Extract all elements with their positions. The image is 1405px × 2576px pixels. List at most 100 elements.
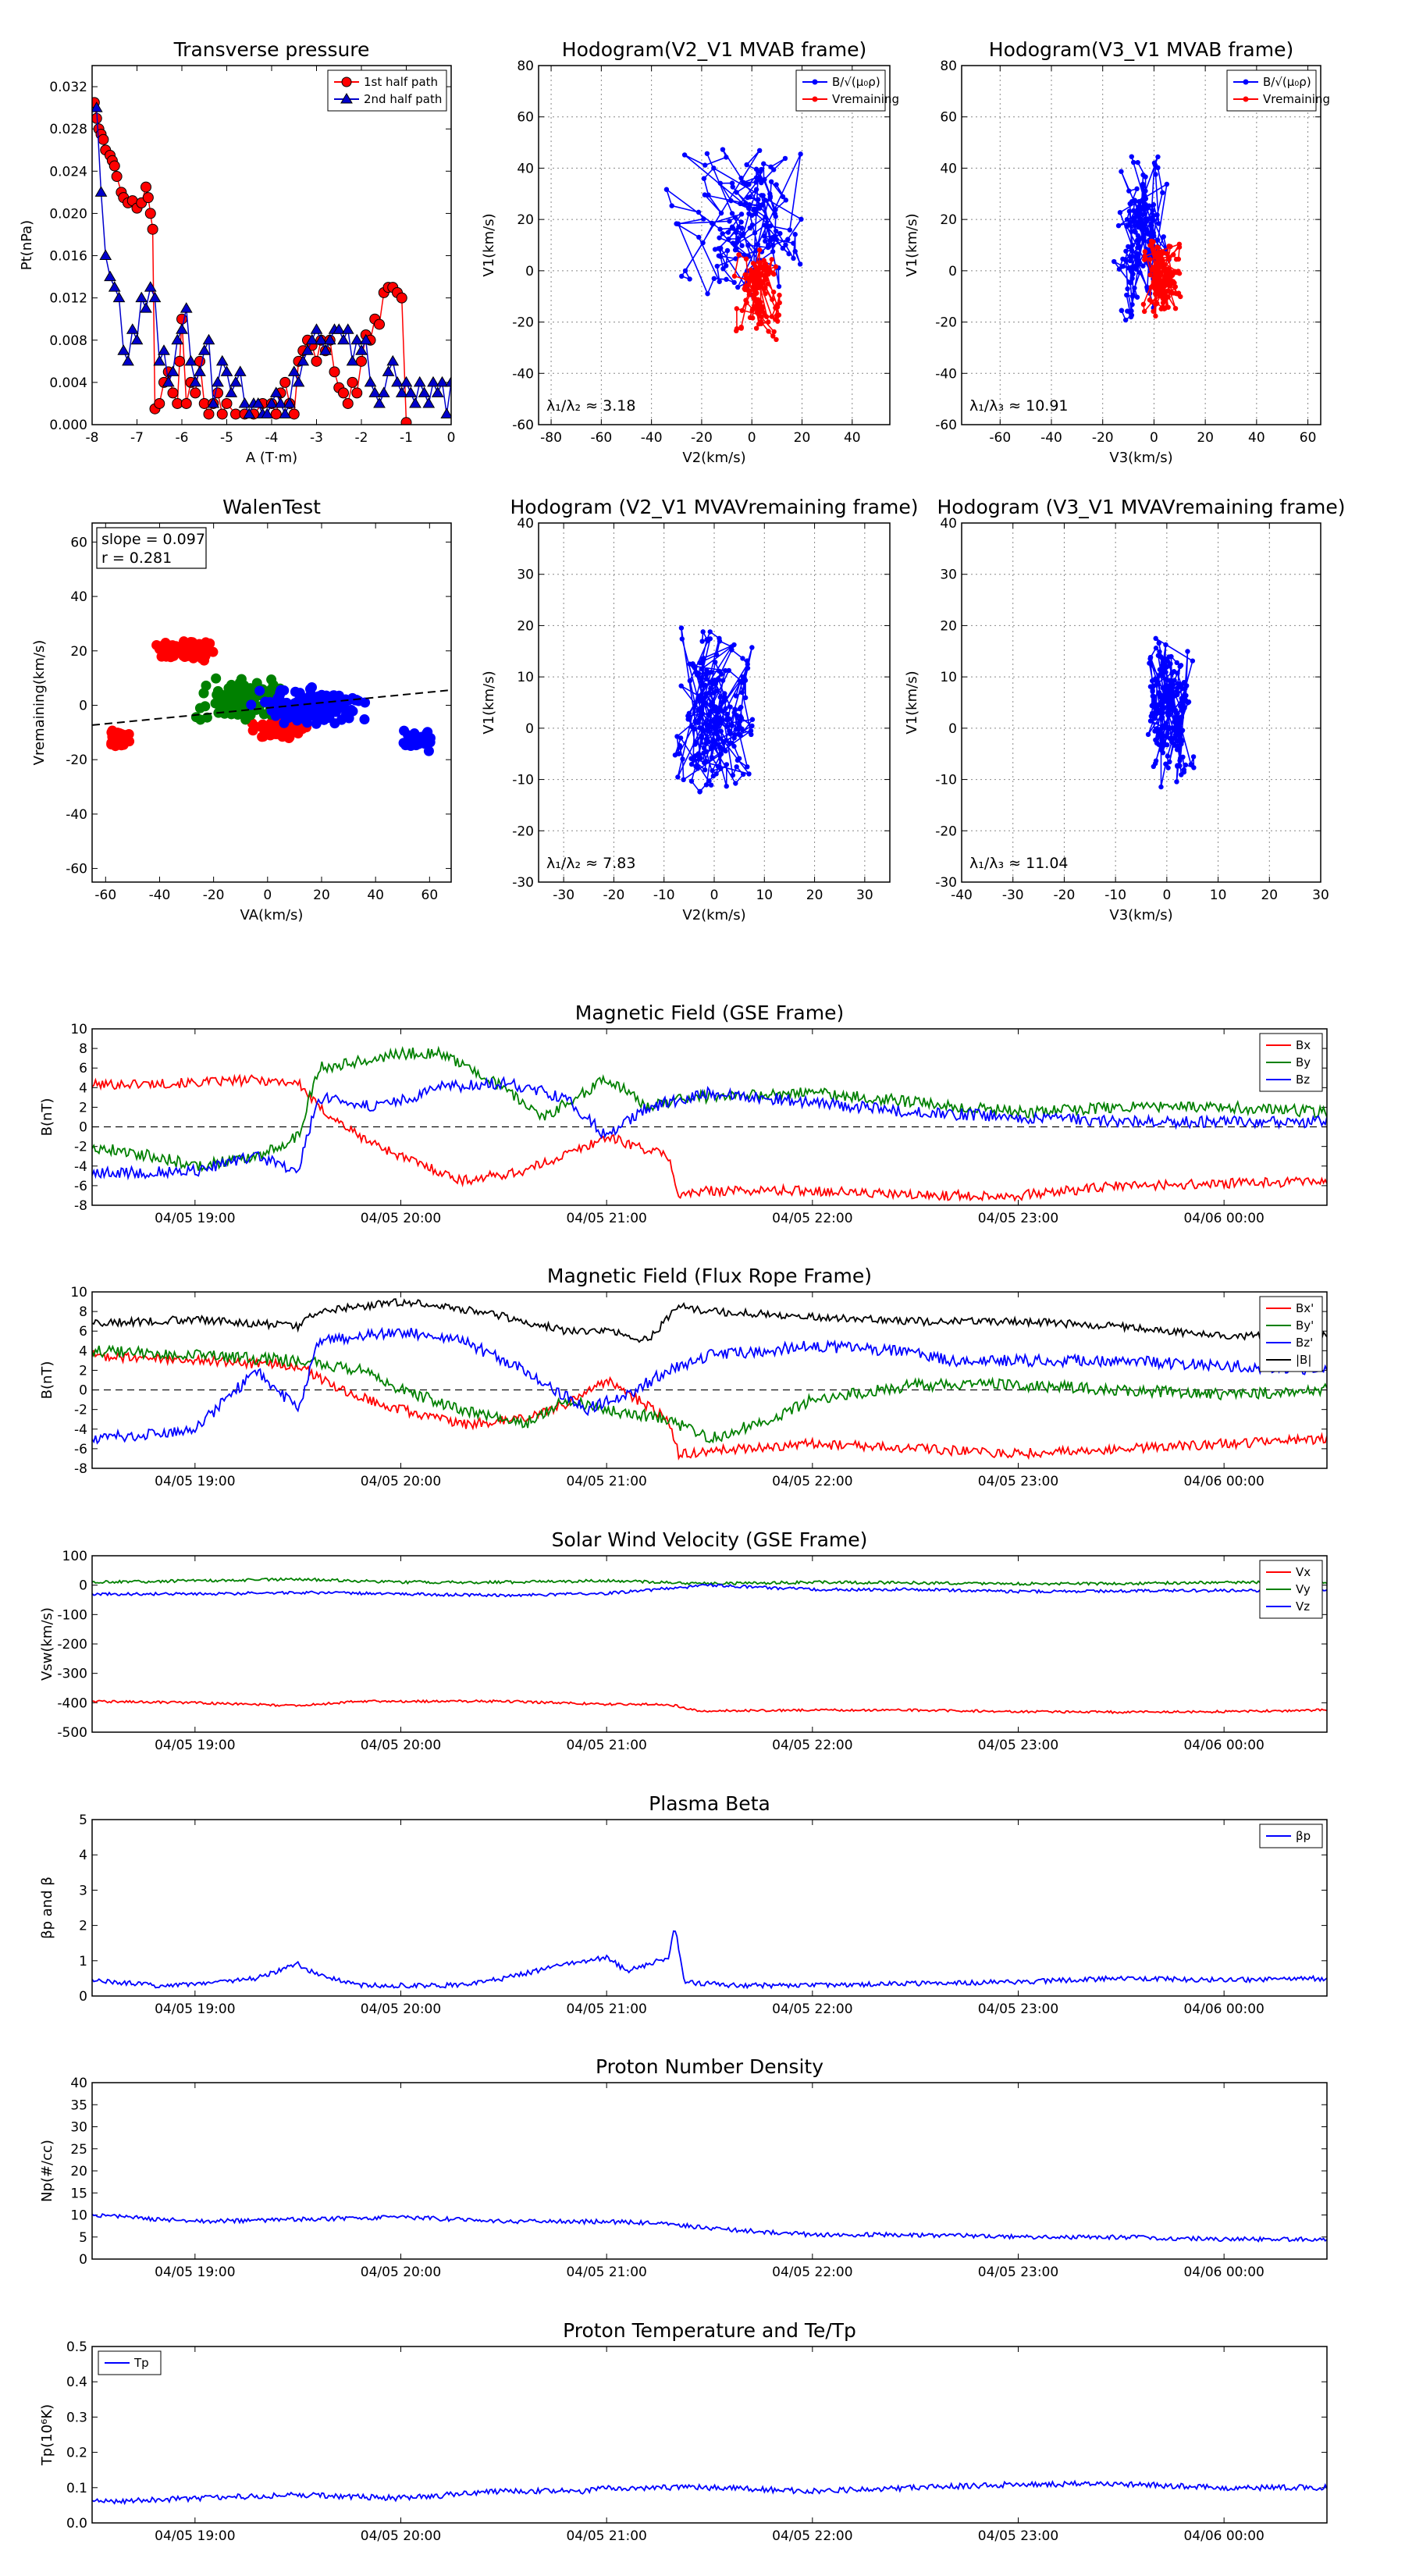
- data-point: [709, 220, 715, 226]
- data-point: [742, 695, 749, 700]
- data-point: [1151, 248, 1157, 254]
- x-tick-label: 04/06 00:00: [1183, 2528, 1264, 2544]
- data-point: [301, 344, 314, 355]
- data-point: [706, 778, 712, 784]
- data-point: [1111, 258, 1117, 265]
- data-point: [153, 354, 166, 366]
- y-tick-label: 0.5: [66, 2339, 87, 2355]
- data-point: [1129, 154, 1134, 159]
- y-tick-label: 20: [70, 644, 87, 660]
- x-tick-label: -60: [590, 430, 612, 446]
- data-point: [1148, 222, 1154, 229]
- plot-area: [92, 2213, 1327, 2243]
- data-point: [207, 397, 220, 408]
- data-point: [1168, 270, 1175, 276]
- x-tick-label: 04/06 00:00: [1183, 2265, 1264, 2280]
- data-point: [201, 712, 212, 723]
- data-point: [713, 771, 719, 777]
- y-tick-label: 8: [79, 1041, 87, 1057]
- plot-area: [672, 625, 756, 795]
- y-tick-label: -20: [512, 824, 534, 839]
- y-tick-label: 2: [79, 1100, 87, 1115]
- data-point: [1154, 703, 1160, 709]
- data-point: [405, 735, 416, 745]
- data-point: [692, 742, 698, 747]
- data-point: [701, 728, 707, 734]
- y-tick-label: -20: [66, 753, 87, 768]
- series-line: [96, 108, 451, 416]
- chart-title: Proton Number Density: [596, 2055, 823, 2078]
- y-tick-label: -500: [57, 1725, 87, 1741]
- data-point: [1149, 267, 1154, 273]
- data-point: [251, 397, 265, 408]
- plot-frame: [91, 1291, 1328, 1469]
- data-point: [1124, 292, 1129, 298]
- data-point: [1151, 699, 1157, 704]
- data-point: [663, 187, 670, 192]
- chart-title: Hodogram (V3_V1 MVAVremaining frame): [937, 496, 1346, 518]
- data-point: [754, 285, 759, 290]
- data-point: [749, 272, 754, 279]
- data-point: [743, 182, 749, 188]
- data-point: [395, 386, 408, 397]
- data-point: [734, 190, 739, 195]
- x-tick-label: -8: [86, 430, 99, 446]
- data-point: [212, 375, 224, 387]
- y-tick-label: 0: [948, 264, 957, 279]
- legend-label: 2nd half path: [364, 92, 442, 106]
- plot-area: [92, 1930, 1327, 1990]
- data-point: [1132, 222, 1137, 229]
- data-point: [1168, 244, 1173, 250]
- data-point: [703, 676, 709, 681]
- data-point: [1158, 784, 1164, 790]
- y-tick-label: 20: [517, 618, 534, 634]
- data-point: [702, 162, 708, 168]
- data-point: [695, 672, 700, 678]
- legend-label: Bx': [1296, 1301, 1314, 1315]
- data-point: [1160, 662, 1165, 668]
- data-point: [306, 682, 317, 693]
- data-point: [727, 740, 733, 746]
- data-point: [710, 718, 716, 724]
- x-tick-label: -6: [176, 430, 189, 446]
- data-point: [742, 272, 748, 278]
- data-point: [737, 719, 743, 724]
- data-point: [743, 297, 749, 303]
- data-point: [310, 323, 323, 334]
- data-point: [1154, 681, 1160, 686]
- data-point: [1171, 741, 1177, 746]
- y-tick-label: 35: [70, 2097, 87, 2113]
- data-point: [780, 245, 786, 251]
- data-point: [696, 234, 702, 240]
- data-point: [763, 266, 768, 272]
- data-point: [162, 375, 175, 387]
- data-point: [752, 269, 757, 275]
- data-point: [762, 222, 768, 228]
- data-point: [1122, 257, 1129, 262]
- data-point: [331, 695, 342, 706]
- data-point: [1162, 725, 1168, 731]
- data-point: [1179, 696, 1184, 701]
- y-tick-label: -6: [74, 1442, 87, 1457]
- data-point: [396, 292, 407, 304]
- x-axis-label: VA(km/s): [240, 907, 304, 923]
- data-point: [1163, 761, 1168, 767]
- data-point: [315, 333, 328, 345]
- data-point: [708, 782, 714, 788]
- data-point: [274, 397, 287, 408]
- y-tick-label: -20: [935, 315, 957, 331]
- data-point: [777, 300, 782, 306]
- data-point: [714, 716, 720, 722]
- data-point: [1136, 235, 1142, 241]
- data-point: [1147, 257, 1153, 262]
- data-point: [680, 756, 685, 762]
- data-point: [423, 745, 434, 756]
- data-point: [180, 397, 192, 409]
- y-tick-label: 4: [79, 1343, 87, 1359]
- data-point: [756, 311, 761, 317]
- data-point: [745, 764, 750, 770]
- y-tick-label: -400: [57, 1695, 87, 1711]
- plot-area: [663, 147, 804, 343]
- data-point: [1161, 283, 1168, 289]
- y-tick-label: 25: [70, 2142, 87, 2158]
